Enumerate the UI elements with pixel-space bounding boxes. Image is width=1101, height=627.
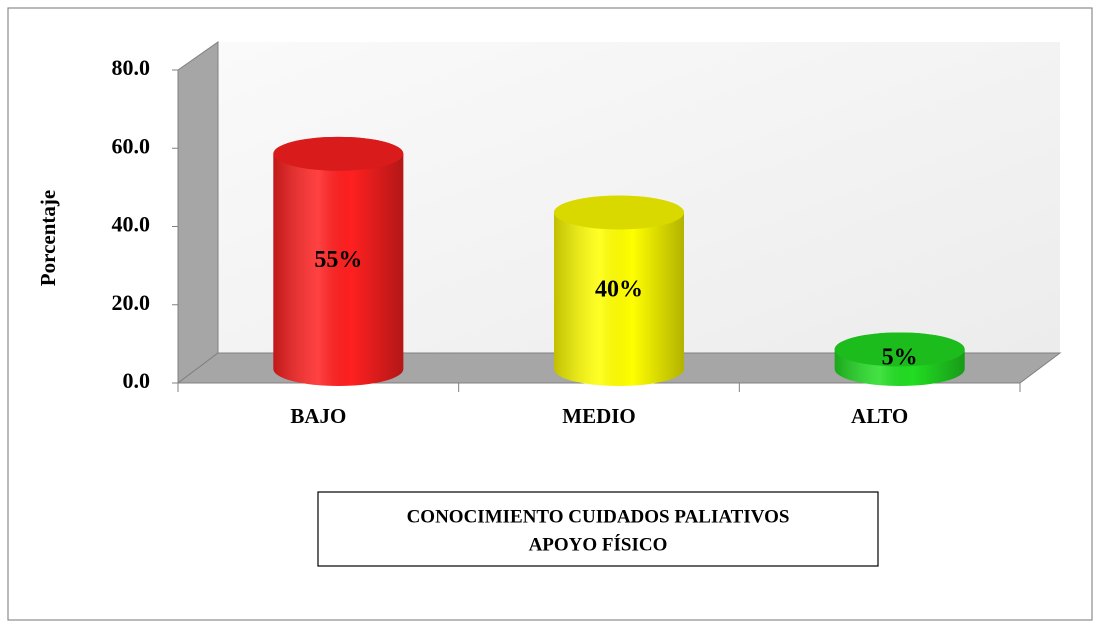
y-axis-label: Porcentaje bbox=[36, 190, 60, 286]
y-tick-label: 40.0 bbox=[112, 212, 151, 237]
frame bbox=[7, 7, 1093, 621]
cylinder bbox=[554, 195, 684, 386]
cylinder-top bbox=[834, 332, 965, 367]
cylinder-top-shade bbox=[834, 332, 965, 367]
cylinder-top bbox=[554, 195, 684, 230]
cylinder-top-shade bbox=[273, 136, 404, 171]
data-label: 55% bbox=[314, 247, 362, 273]
cylinder-shade bbox=[554, 195, 684, 386]
x-tick-label: ALTO bbox=[851, 404, 908, 428]
y-tick-label: 60.0 bbox=[112, 133, 151, 158]
side-wall bbox=[177, 41, 219, 384]
y-tick-label: 20.0 bbox=[112, 290, 151, 315]
x-tick-label: BAJO bbox=[290, 404, 346, 428]
x-axis-title: CONOCIMIENTO CUIDADOS PALIATIVOS bbox=[407, 506, 790, 527]
cylinder-top-shade bbox=[554, 195, 684, 230]
y-tick-label: 80.0 bbox=[112, 55, 151, 80]
x-tick-label: MEDIO bbox=[562, 404, 636, 428]
data-label: 5% bbox=[882, 345, 918, 371]
x-title-box bbox=[317, 491, 879, 567]
x-axis-title: APOYO FÍSICO bbox=[529, 533, 668, 555]
data-label: 40% bbox=[595, 276, 643, 302]
cylinder-shade bbox=[273, 136, 404, 386]
cylinder bbox=[273, 136, 404, 386]
y-tick-label: 0.0 bbox=[123, 368, 151, 393]
cylinder bbox=[834, 332, 965, 386]
cylinder-top bbox=[273, 136, 404, 171]
